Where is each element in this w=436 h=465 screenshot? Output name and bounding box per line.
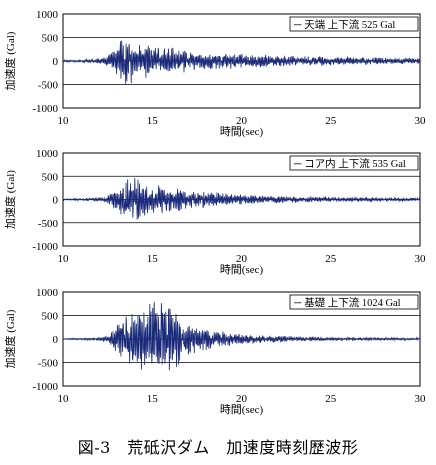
y-tick-label: 500	[42, 171, 59, 183]
legend-box	[289, 155, 419, 171]
legend-label: ─ 天端 上下流 525 Gal	[293, 18, 395, 31]
y-axis-label: 加速度 (Gal)	[3, 31, 17, 90]
legend-box	[289, 294, 419, 310]
x-tick-label: 10	[58, 253, 70, 265]
legend-box	[289, 16, 419, 32]
x-tick-label: 15	[147, 393, 159, 405]
legend-label: ─ コア内 上下流 535 Gal	[293, 157, 406, 170]
y-tick-label: -500	[38, 358, 59, 370]
x-axis-label: 時間(sec)	[220, 263, 264, 276]
y-tick-label: 0	[53, 56, 59, 68]
x-tick-label: 15	[147, 253, 159, 265]
y-tick-label: 1000	[36, 148, 59, 160]
x-tick-label: 25	[325, 115, 337, 127]
y-tick-label: -500	[38, 218, 59, 230]
x-tick-label: 25	[325, 253, 337, 265]
x-tick-label: 10	[58, 393, 70, 405]
x-tick-label: 20	[236, 393, 248, 405]
y-tick-label: 1000	[36, 9, 59, 21]
x-tick-label: 25	[325, 393, 337, 405]
y-tick-label: 0	[53, 334, 59, 346]
y-tick-label: 500	[42, 33, 59, 45]
waveform-trace	[62, 301, 421, 371]
y-tick-label: -1000	[32, 241, 58, 253]
legend-label: ─ 基礎 上下流 1024 Gal	[293, 296, 401, 309]
x-axis-label: 時間(sec)	[220, 125, 264, 138]
x-tick-label: 30	[415, 115, 427, 127]
x-tick-label: 30	[415, 393, 427, 405]
y-axis-label: 加速度 (Gal)	[3, 309, 17, 368]
waveform-trace	[62, 177, 421, 220]
x-tick-label: 20	[236, 253, 248, 265]
y-tick-label: -1000	[32, 381, 58, 393]
y-tick-label: 1000	[36, 287, 59, 299]
y-tick-label: 0	[53, 195, 59, 207]
waveform-trace	[62, 40, 421, 85]
y-axis-label: 加速度 (Gal)	[3, 170, 17, 229]
x-tick-label: 20	[236, 115, 248, 127]
x-tick-label: 10	[58, 115, 70, 127]
x-tick-label: 15	[147, 115, 159, 127]
y-tick-label: -500	[38, 80, 59, 92]
x-axis-label: 時間(sec)	[220, 403, 264, 416]
y-tick-label: -1000	[32, 103, 58, 115]
x-tick-label: 30	[415, 253, 427, 265]
figure-caption: 図-3 荒砥沢ダム 加速度時刻歴波形	[77, 438, 359, 457]
y-tick-label: 500	[42, 311, 59, 323]
